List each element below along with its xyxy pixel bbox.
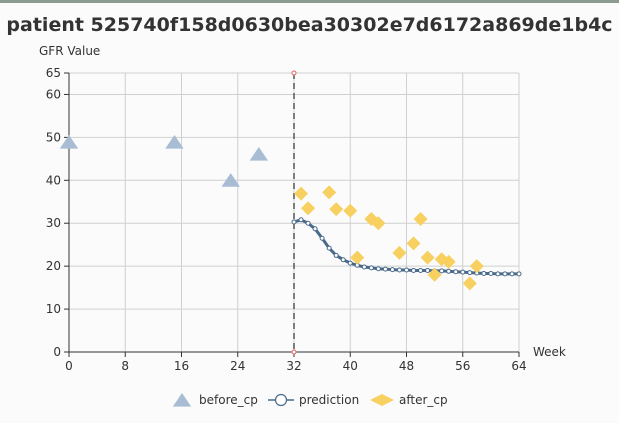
y-tick-label: 40 bbox=[46, 173, 61, 187]
y-tick-label: 0 bbox=[53, 345, 61, 359]
x-tick-label: 0 bbox=[65, 359, 73, 373]
legend-after-cp-icon bbox=[370, 394, 394, 406]
prediction-point bbox=[361, 264, 367, 270]
before-cp-point bbox=[221, 173, 240, 187]
after-cp-point bbox=[343, 203, 358, 218]
chart-title: patient 525740f158d0630bea30302e7d6172a8… bbox=[6, 14, 613, 36]
legend-label: prediction bbox=[299, 393, 359, 407]
after-cp-point bbox=[406, 236, 421, 251]
prediction-point bbox=[375, 266, 381, 272]
prediction-point bbox=[333, 252, 339, 258]
after-cp-point bbox=[329, 202, 344, 217]
legend: before_cp prediction after_cp bbox=[172, 393, 448, 407]
y-tick-label: 65 bbox=[46, 66, 61, 80]
prediction-point bbox=[481, 270, 487, 276]
before-cp-point bbox=[59, 134, 79, 149]
x-tick-label: 56 bbox=[455, 359, 470, 373]
prediction-point bbox=[418, 267, 424, 273]
legend-before-cp-icon bbox=[172, 393, 192, 407]
prediction-point bbox=[298, 217, 304, 223]
chart-marks bbox=[59, 70, 522, 355]
top-accent-bar bbox=[0, 0, 619, 3]
y-axis-label: GFR Value bbox=[39, 44, 100, 58]
before-cp-point bbox=[249, 146, 269, 161]
legend-prediction-circle-icon bbox=[274, 393, 288, 407]
after-cp-point bbox=[371, 216, 386, 231]
y-tick-label: 50 bbox=[46, 130, 61, 144]
after-cp-point bbox=[427, 267, 442, 282]
x-tick-label: 48 bbox=[399, 359, 414, 373]
after-cp-point bbox=[413, 211, 428, 226]
x-tick-label: 64 bbox=[511, 359, 526, 373]
prediction-point bbox=[425, 267, 431, 273]
prediction-point bbox=[502, 271, 508, 277]
after-cp-point bbox=[441, 254, 456, 269]
prediction-point bbox=[389, 267, 395, 273]
legend-label: before_cp bbox=[199, 393, 258, 407]
prediction-point bbox=[467, 270, 473, 276]
prediction-point bbox=[516, 271, 522, 277]
prediction-point bbox=[453, 269, 459, 275]
prediction-point bbox=[411, 267, 417, 273]
prediction-point bbox=[340, 257, 346, 263]
prediction-point bbox=[439, 268, 445, 274]
prediction-point bbox=[460, 269, 466, 275]
after-cp-point bbox=[462, 276, 477, 291]
after-cp-point bbox=[392, 245, 407, 260]
x-tick-label: 24 bbox=[230, 359, 245, 373]
prediction-point bbox=[396, 267, 402, 273]
prediction-point bbox=[404, 267, 409, 273]
prediction-point bbox=[446, 268, 452, 274]
after-cp-point bbox=[469, 259, 484, 274]
prediction-point bbox=[382, 266, 388, 272]
after-cp-point bbox=[350, 250, 365, 265]
y-tick-label: 30 bbox=[46, 216, 61, 230]
prediction-point bbox=[495, 271, 501, 277]
prediction-point bbox=[319, 235, 325, 241]
change-point-marker-bottom bbox=[291, 349, 297, 355]
legend-label: after_cp bbox=[399, 393, 448, 407]
y-tick-label: 60 bbox=[46, 87, 61, 101]
after-cp-point bbox=[294, 186, 309, 201]
after-cp-point bbox=[322, 185, 337, 200]
prediction-point bbox=[326, 245, 332, 251]
x-tick-label: 8 bbox=[121, 359, 129, 373]
prediction-point bbox=[312, 226, 318, 232]
before-cp-point bbox=[165, 134, 184, 149]
after-cp-point bbox=[420, 250, 435, 265]
prediction-point bbox=[509, 271, 515, 277]
x-tick-label: 32 bbox=[286, 359, 301, 373]
y-tick-label: 10 bbox=[46, 302, 61, 316]
axes: 0 8 16 24 32 40 48 56 64 0 10 20 30 40 50 60 65 bbox=[46, 66, 527, 373]
x-tick-label: 40 bbox=[343, 359, 358, 373]
prediction-point bbox=[305, 220, 311, 226]
prediction-point bbox=[291, 219, 297, 225]
prediction-point bbox=[368, 265, 374, 271]
prediction-point bbox=[488, 270, 494, 276]
y-tick-label: 20 bbox=[46, 259, 61, 273]
x-axis-label: Week bbox=[533, 345, 566, 359]
x-tick-label: 16 bbox=[174, 359, 189, 373]
change-point-marker-top bbox=[291, 70, 297, 76]
after-cp-point bbox=[301, 201, 316, 216]
prediction-point bbox=[347, 260, 353, 266]
